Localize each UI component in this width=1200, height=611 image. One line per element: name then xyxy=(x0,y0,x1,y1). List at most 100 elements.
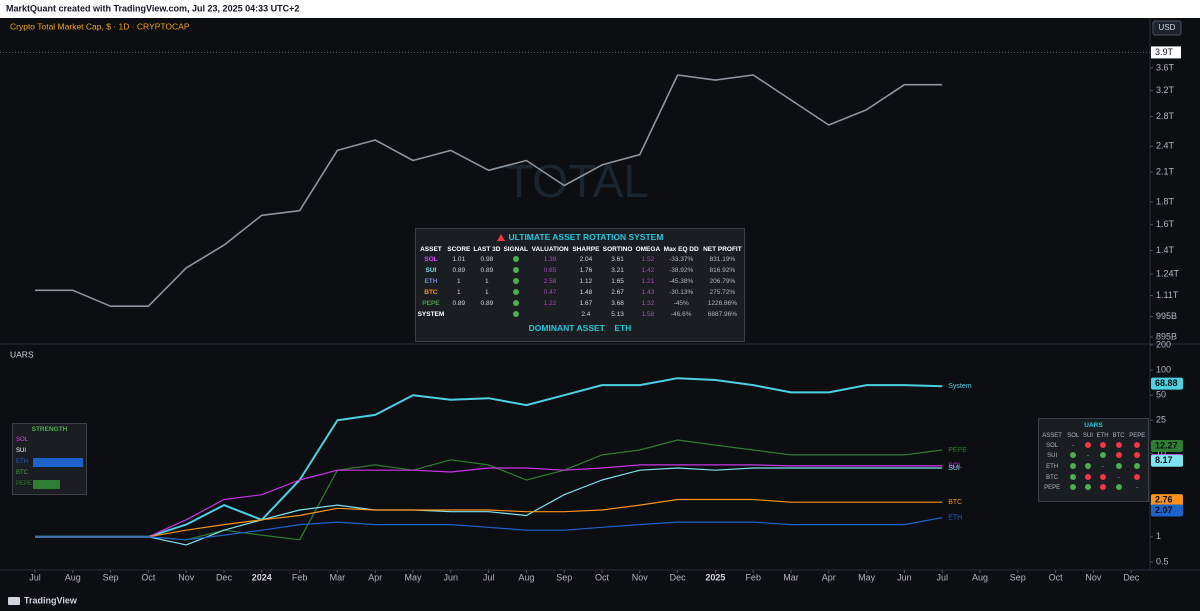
matrix-column: PEPE xyxy=(1129,433,1146,440)
asset-cell: SOL xyxy=(424,256,438,263)
y-tick-label: 1.8T xyxy=(1156,196,1175,206)
value-cell: 1 xyxy=(485,278,489,285)
signal-cell xyxy=(502,254,529,265)
value-cell: 0.47 xyxy=(543,289,557,296)
logo xyxy=(8,597,20,605)
series-name: SUI xyxy=(948,465,960,472)
y-tick-label: 0.5 xyxy=(1156,556,1169,566)
x-tick-label: Nov xyxy=(632,572,649,582)
warning-icon xyxy=(496,234,505,241)
matrix-cell xyxy=(1065,483,1081,494)
value-cell: 0.89 xyxy=(452,267,466,274)
value-cell: 816.92% xyxy=(709,267,736,274)
x-tick-label: Mar xyxy=(330,572,346,582)
matrix-asset: SOL xyxy=(1046,442,1059,449)
table-body: ASSET SCORE LAST 3D SIGNAL VALUATION SHARPE SO… xyxy=(416,244,744,320)
column-header: OMEGA xyxy=(635,245,661,253)
value-cell: 1226.86% xyxy=(707,300,738,307)
signal-cell xyxy=(502,309,529,320)
x-tick-label: May xyxy=(858,572,876,582)
strength-label: BTC xyxy=(16,470,28,476)
matrix-panel: UARS ASSET SOL SUI ETH BTC PEPE SOL - SUI - ETH - BT… xyxy=(1038,418,1149,502)
value-cell: 1.32 xyxy=(641,300,655,307)
signal-dot xyxy=(512,277,519,284)
y-tick-label: 1.24T xyxy=(1156,268,1180,278)
value-cell: 1.65 xyxy=(611,278,624,285)
series-name: PEPE xyxy=(948,447,967,454)
x-tick-label: Jul xyxy=(483,572,495,582)
x-tick-label: Jun xyxy=(897,572,912,582)
strength-bar xyxy=(33,458,83,467)
strength-bar xyxy=(33,480,60,489)
matrix-column: SOL xyxy=(1067,433,1080,440)
asset-cell: ETH xyxy=(424,278,438,285)
x-tick-label: Sep xyxy=(556,572,572,582)
currency[interactable]: USD xyxy=(1159,23,1176,32)
strength-row: SUI xyxy=(13,446,86,457)
value-cell: 206.79% xyxy=(709,278,736,285)
y-tick-label: 3.6T xyxy=(1156,62,1175,72)
value-cell: 275.72% xyxy=(709,289,736,296)
matrix-column: ASSET xyxy=(1042,433,1062,440)
data-line xyxy=(35,467,943,546)
signal-cell xyxy=(502,287,529,298)
value-cell: 0.89 xyxy=(480,267,494,274)
strength-row: SOL xyxy=(13,435,86,446)
x-tick-label: Jul xyxy=(29,572,41,582)
matrix-dot xyxy=(1134,441,1141,448)
matrix-dot xyxy=(1134,473,1141,480)
last-value-tag xyxy=(1151,377,1183,390)
signal-dot xyxy=(512,310,519,317)
strength-row: PEPE xyxy=(13,479,86,490)
column-header: SORTINO xyxy=(602,245,633,253)
matrix-title: UARS xyxy=(1084,422,1103,429)
currency-button[interactable] xyxy=(1152,20,1182,36)
empty-cell xyxy=(446,309,472,320)
value-cell: 1 xyxy=(456,278,461,285)
matrix-cell xyxy=(1095,472,1111,483)
bottom-bar xyxy=(0,590,1200,611)
asset-cell: SYSTEM xyxy=(417,311,445,318)
matrix-cell: - xyxy=(1086,453,1089,460)
table: ASSET SCORE LAST 3D SIGNAL VALUATION SHARPE SO… xyxy=(416,244,744,320)
x-tick-label: Aug xyxy=(518,572,534,582)
table-row: SUI 0.89 0.89 0.65 1.76 3.21 1.42 -38.92% 816.92… xyxy=(416,265,744,276)
column-header: SIGNAL xyxy=(503,245,528,253)
strength-panel: STRENGTH SOL SUI ETH BTC PEPE xyxy=(12,423,87,495)
x-tick-label: Dec xyxy=(1123,572,1140,582)
value-cell: 0.98 xyxy=(480,256,494,263)
price-tag xyxy=(1151,46,1181,59)
value-cell: 831.19% xyxy=(709,256,736,263)
brand: TradingView xyxy=(24,595,78,605)
y-tick-label: 2.1T xyxy=(1156,167,1175,177)
table-title-row: ULTIMATE ASSET ROTATION SYSTEM xyxy=(416,229,744,244)
matrix-dot xyxy=(1115,463,1122,470)
value-cell: 1.52 xyxy=(641,256,655,263)
matrix-asset: SUI xyxy=(1047,453,1058,460)
asset-cell: PEPE xyxy=(422,300,440,307)
y-tick-label: 1.6T xyxy=(1156,219,1175,229)
last-value-tag xyxy=(1151,440,1183,453)
strength-label: PEPE xyxy=(16,481,33,487)
value-cell: 1.22 xyxy=(543,300,557,307)
table-title: ULTIMATE ASSET ROTATION SYSTEM xyxy=(508,232,664,242)
matrix-dot xyxy=(1115,452,1122,459)
column-header: SHARPE xyxy=(572,245,600,253)
signal-dot xyxy=(512,266,519,273)
data-line xyxy=(35,74,943,307)
table-header: ASSET SCORE LAST 3D SIGNAL VALUATION SHARPE SO… xyxy=(416,244,744,254)
matrix-cell: - xyxy=(1136,485,1139,492)
matrix-column: BTC xyxy=(1112,433,1125,440)
signal-dot xyxy=(512,299,519,306)
empty-cell xyxy=(472,309,502,320)
rotation-table: ULTIMATE ASSET ROTATION SYSTEM ASSET SCOR… xyxy=(415,228,745,342)
matrix-cell xyxy=(1111,483,1127,494)
empty-cell xyxy=(529,309,570,320)
x-tick-label: Jun xyxy=(444,572,459,582)
value-cell: 1.67 xyxy=(579,300,593,307)
last-value-label: 68.88 xyxy=(1155,378,1178,388)
x-tick-label: Feb xyxy=(745,572,761,582)
series-name: ETH xyxy=(948,514,962,521)
last-value-label: 2.76 xyxy=(1155,494,1173,504)
